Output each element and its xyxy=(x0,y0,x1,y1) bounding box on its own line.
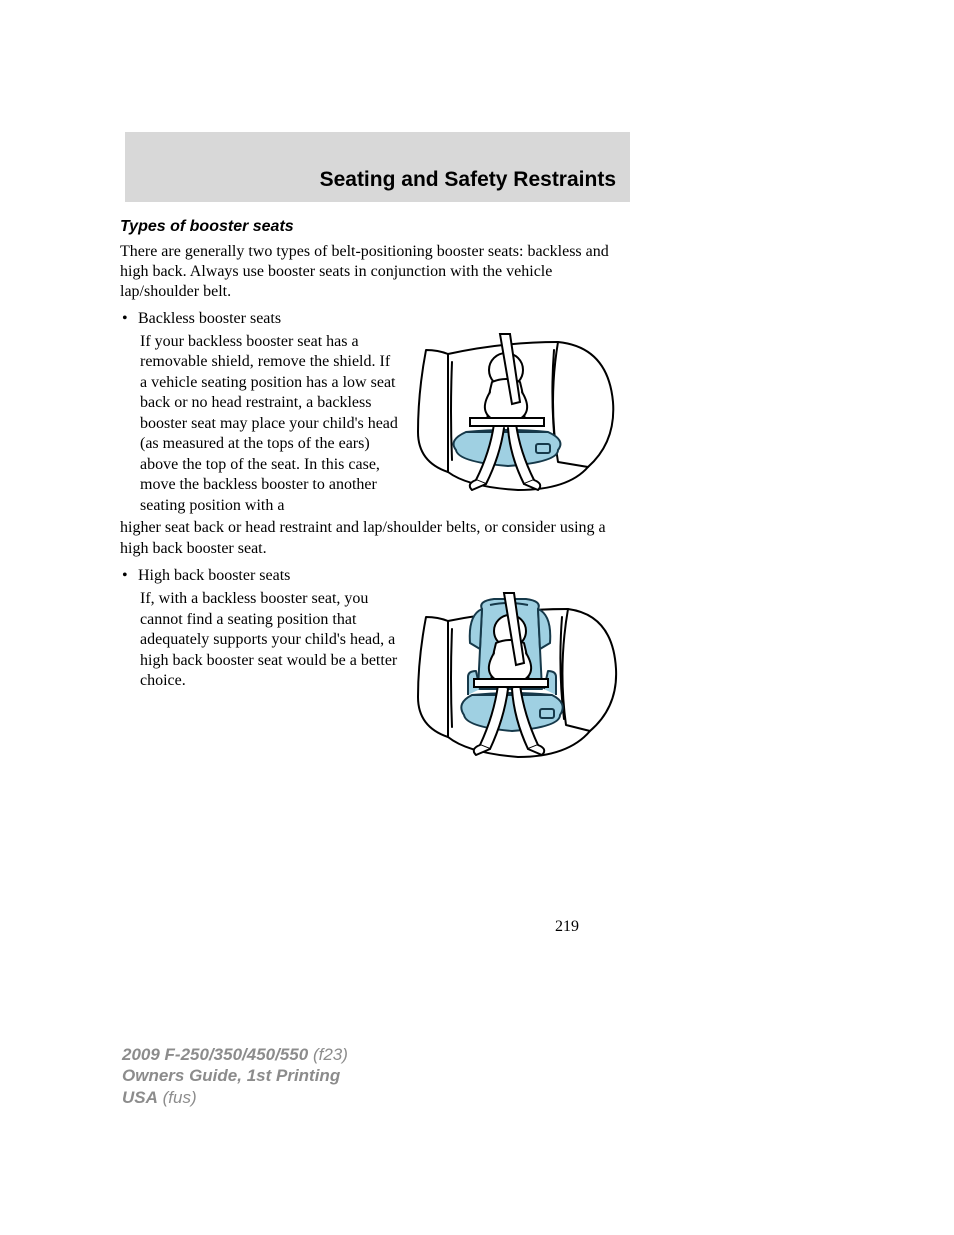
header-bar: Seating and Safety Restraints xyxy=(125,132,630,202)
footer-line-2: Owners Guide, 1st Printing xyxy=(122,1065,348,1086)
item-body-continuation: higher seat back or head restraint and l… xyxy=(120,518,630,559)
section-title: Seating and Safety Restraints xyxy=(320,168,616,192)
intro-paragraph: There are generally two types of belt-po… xyxy=(120,242,630,302)
footer-line-3: USA (fus) xyxy=(122,1087,348,1108)
bullet-label: Backless booster seats xyxy=(138,310,281,328)
item-body-text: If your backless booster seat has a remo… xyxy=(120,332,400,516)
item-body-row: If your backless booster seat has a remo… xyxy=(120,332,630,516)
footer-model: 2009 F-250/350/450/550 xyxy=(122,1045,308,1064)
illustration-highback xyxy=(400,589,630,769)
footer-code: (f23) xyxy=(308,1045,348,1064)
item-body-row: If, with a backless booster seat, you ca… xyxy=(120,589,630,769)
footer-line-1: 2009 F-250/350/450/550 (f23) xyxy=(122,1044,348,1065)
bullet-icon: • xyxy=(120,567,138,585)
subsection-heading: Types of booster seats xyxy=(120,218,630,236)
page-number: 219 xyxy=(555,918,579,936)
bullet-icon: • xyxy=(120,310,138,328)
bullet-item: • High back booster seats xyxy=(120,567,630,585)
page-content: Types of booster seats There are general… xyxy=(120,218,630,771)
bullet-item: • Backless booster seats xyxy=(120,310,630,328)
illustration-backless xyxy=(400,332,630,516)
footer-block: 2009 F-250/350/450/550 (f23) Owners Guid… xyxy=(122,1044,348,1108)
footer-region: USA xyxy=(122,1088,158,1107)
item-body-text: If, with a backless booster seat, you ca… xyxy=(120,589,400,769)
bullet-label: High back booster seats xyxy=(138,567,290,585)
footer-region-code: (fus) xyxy=(158,1088,197,1107)
